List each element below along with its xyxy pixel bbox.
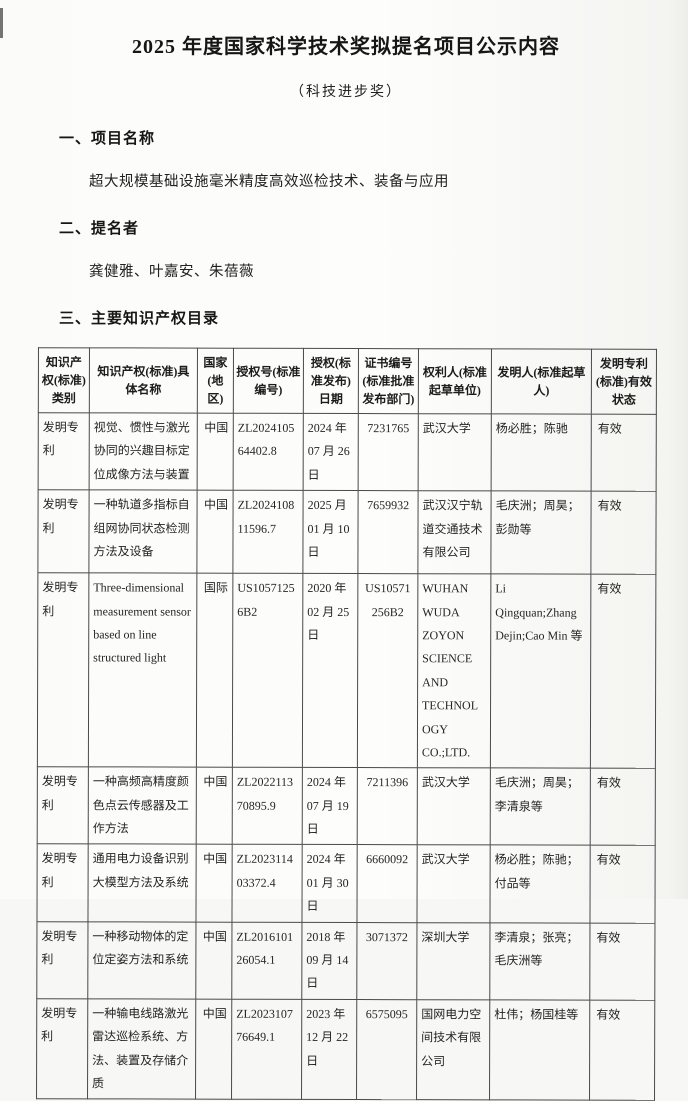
column-header-certificate: 证书编号(标准批准发布部门) [358,348,419,414]
table-cell: 发明专利 [36,844,89,922]
column-header-grant-date: 授权(标准发布)日期 [303,348,359,414]
column-header-country: 国家(地区) [197,348,234,414]
page-subtitle: （科技进步奖） [290,85,402,100]
table-cell: Li Qingquan;Zhang Dejin;Cao Min 等 [490,574,591,769]
table-cell: ZL202211370895.9 [232,767,303,845]
table-cell: WUHAN WUDA ZOYON SCIENCE AND TECHNOLOGY … [417,573,491,769]
table-cell: 中国 [195,844,233,922]
table-cell: 中国 [196,490,234,574]
table-row: 发明专利 一种输电线路激光雷达巡检系统、方法、装置及存储介质 中国 ZL2023107… [36,998,655,1101]
section-2-heading: 二、提名者 [59,221,140,237]
table-cell: US10571256B2 [357,573,418,768]
table-cell: 中国 [197,413,234,491]
table-cell: 武汉汉宁轨道交通技术有限公司 [417,490,492,575]
column-header-status: 发明专利(标准)有效状态 [591,349,657,415]
table-cell: 6575095 [356,999,417,1101]
table-cell: 有效 [591,414,657,492]
table-cell: 发明专利 [37,766,89,845]
ip-table-wrapper: 知识产权(标准)类别 知识产权(标准)具体名称 国家(地区) 授权号(标准编号)… [36,347,657,1101]
table-cell: 武汉大学 [418,413,492,492]
table-cell: 深圳大学 [416,922,490,1000]
table-cell: 6660092 [356,844,418,923]
table-cell: 2024 年 07 月 19 日 [302,767,358,845]
table-cell: Three-dimensional measurement sensor bas… [88,572,197,768]
table-cell: 3071372 [356,922,417,1000]
table-cell: 中国 [195,998,232,1100]
table-cell: 有效 [589,999,655,1101]
section-3-heading: 三、主要知识产权目录 [59,311,220,327]
table-cell: 发明专利 [37,572,89,768]
column-header-grant-number: 授权号(标准编号) [233,348,304,414]
table-cell: ZL201610126054.1 [231,921,302,1000]
table-row: 发明专利 视觉、惯性与激光协同的兴趣目标定位成像方法与装置 中国 ZL20241056… [38,412,657,492]
table-row: 发明专利 通用电力设备识别大模型方法及系统 中国 ZL202311403372.4 20… [36,844,656,923]
table-cell: 有效 [590,491,657,575]
table-cell: 2025 月 01 月 10 日 [302,490,359,574]
table-cell: 武汉大学 [416,845,491,923]
table-cell: 一种高频高精度颜色点云传感器及工作方法 [88,767,197,845]
table-cell: 7659932 [357,490,419,574]
table-cell: 有效 [589,922,655,1001]
page-title: 2025 年度国家科学技术奖拟提名项目公示内容 [132,36,560,58]
ip-table: 知识产权(标准)类别 知识产权(标准)具体名称 国家(地区) 授权号(标准编号)… [36,347,657,1101]
table-cell: 发明专利 [38,412,90,490]
table-cell: 7211396 [357,767,418,846]
table-row: 发明专利 Three-dimensional measurement sensor… [37,572,656,769]
table-cell: 有效 [589,845,656,923]
table-cell: 2023 年 12 月 22 日 [301,999,357,1100]
table-cell: 2024 年 07 月 26 日 [303,413,359,491]
table-cell: 通用电力设备识别大模型方法及系统 [87,844,197,922]
project-name: 超大规模基础设施毫米精度高效巡检技术、装备与应用 [89,174,449,190]
table-cell: ZL202410811596.7 [232,490,304,574]
table-cell: 李清泉；张亮；毛庆洲等 [489,922,590,1000]
table-cell: 中国 [195,921,232,1000]
table-cell: 杨必胜；陈驰；付品等 [489,845,591,923]
table-cell: 2020 年 02 月 25 日 [302,573,358,768]
column-header-rights-holder: 权利人(标准起草单位) [418,348,492,414]
table-cell: 7231765 [358,413,419,491]
table-cell: 一种轨道多指标自组网协同状态检测方法及设备 [88,489,198,574]
table-cell: ZL202310776649.1 [231,999,302,1100]
table-cell: ZL202410564402.8 [233,413,304,491]
table-cell: 杨必胜；陈驰 [491,413,592,492]
column-header-category: 知识产权(标准)类别 [38,347,90,413]
nominators: 龚健雅、叶嘉安、朱蓓薇 [89,264,254,280]
section-1-heading: 一、项目名称 [59,131,156,147]
table-cell: 有效 [590,768,656,846]
table-cell: 中国 [196,767,233,845]
table-row: 发明专利 一种高频高精度颜色点云传感器及工作方法 中国 ZL202211370895.… [37,766,656,846]
table-cell: 视觉、惯性与激光协同的兴趣目标定位成像方法与装置 [89,412,198,491]
table-cell: US10571256B2 [232,573,303,768]
table-cell: 发明专利 [36,998,88,1100]
table-cell: 有效 [590,574,656,769]
table-cell: 发明专利 [36,921,88,999]
document-content: 2025 年度国家科学技术奖拟提名项目公示内容 （科技进步奖） 一、项目名称 超… [36,0,657,1101]
ip-table-body: 发明专利 视觉、惯性与激光协同的兴趣目标定位成像方法与装置 中国 ZL20241056… [36,412,657,1101]
table-row: 发明专利 一种移动物体的定位定姿方法和系统 中国 ZL201610126054.1 20… [36,921,655,1001]
table-cell: ZL202311403372.4 [231,844,303,923]
table-cell: 发明专利 [37,489,90,573]
scan-artifact [0,8,3,38]
table-cell: 2018 年 09 月 14 日 [301,922,357,1000]
table-cell: 国际 [196,573,233,768]
table-cell: 杜伟；杨国桂等 [489,999,590,1101]
table-row: 发明专利 一种轨道多指标自组网协同状态检测方法及设备 中国 ZL20241081159… [37,489,657,575]
column-header-name: 知识产权(标准)具体名称 [89,347,198,414]
table-cell: 国网电力空间技术有限公司 [416,999,490,1101]
paper-background [0,0,688,899]
table-header-row: 知识产权(标准)类别 知识产权(标准)具体名称 国家(地区) 授权号(标准编号)… [38,347,657,415]
table-cell: 一种移动物体的定位定姿方法和系统 [87,921,196,999]
table-cell: 毛庆洲；周昊；彭勋等 [490,491,592,575]
table-cell: 武汉大学 [417,767,491,846]
table-cell: 2024 年 01 月 30 日 [301,844,358,923]
table-cell: 毛庆洲；周昊；李清泉等 [490,768,591,846]
column-header-inventors: 发明人(标准起草人) [491,348,592,415]
table-cell: 一种输电线路激光雷达巡检系统、方法、装置及存储介质 [87,998,196,1100]
